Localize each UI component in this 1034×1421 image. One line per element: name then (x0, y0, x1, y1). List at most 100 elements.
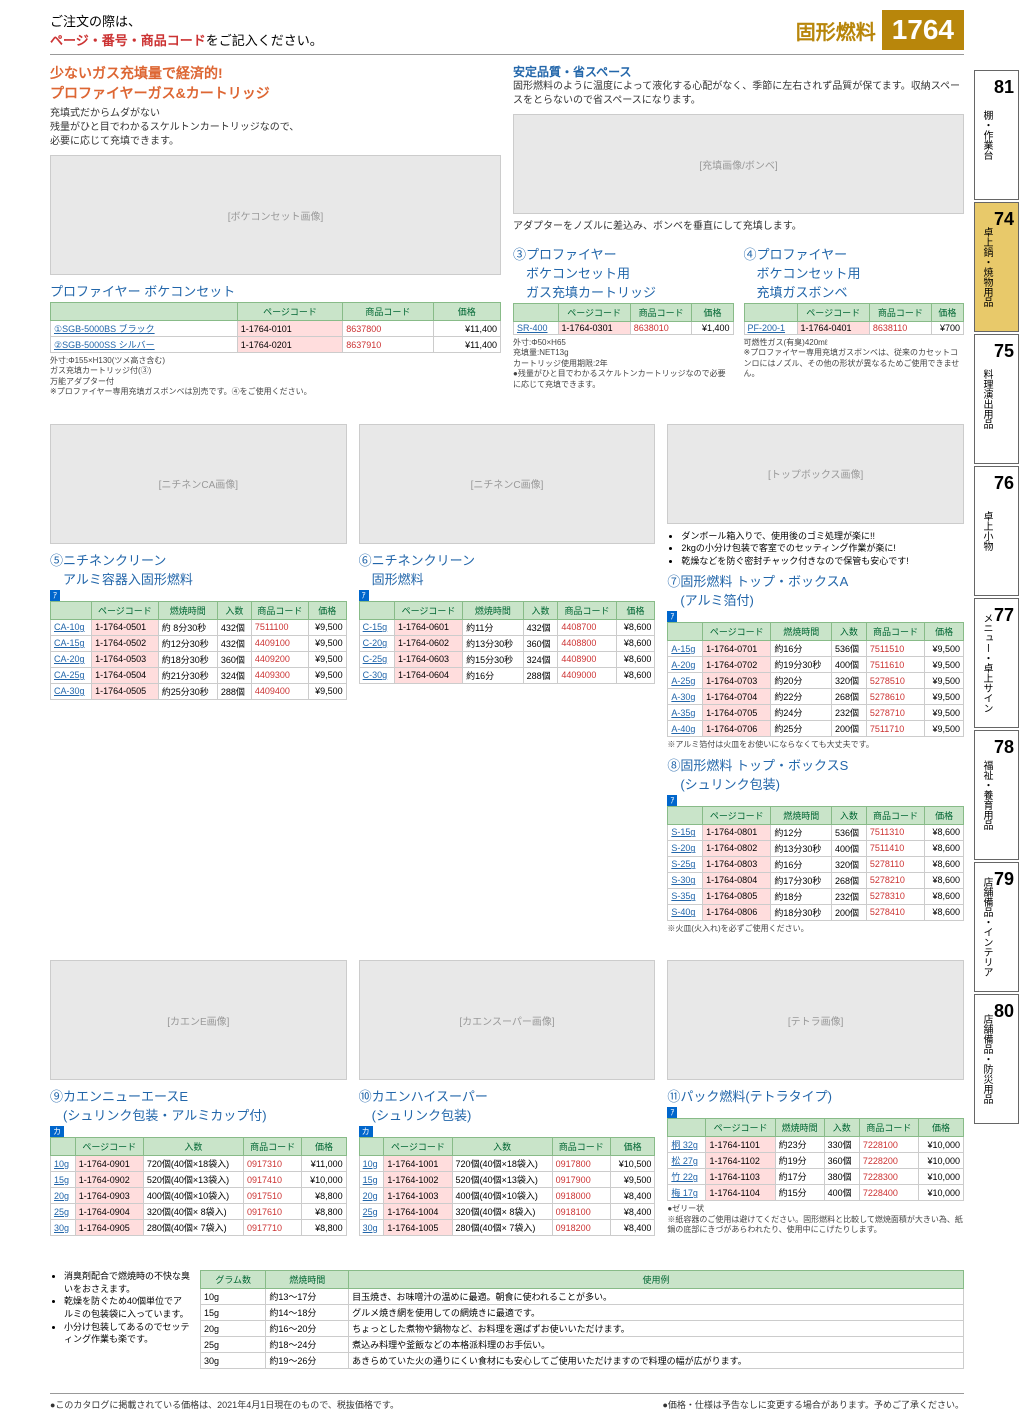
table-row: PF-200-11-1764-04018638110¥700 (744, 322, 964, 335)
table-row: S-20g1-1764-0802約13分30秒400個7511410¥8,600 (668, 840, 964, 856)
bullet-item: 2kgの小分け包装で客室でのセッティング作業が楽に! (681, 542, 964, 555)
table-row: 桐 32g1-1764-1101約23分330個7228100¥10,000 (668, 1137, 964, 1153)
order-note: ご注文の際は、 ページ・番号・商品コードをご記入ください。 (50, 11, 323, 49)
side-tab[interactable]: 75料理演出用品 (974, 334, 1019, 464)
sec7-title: ⑦固形燃料 トップ・ボックスA (アルミ箔付) (667, 571, 964, 609)
product-image: [カエンスーパー画像] (359, 960, 656, 1080)
table-row: SR-4001-1764-03018638010¥1,400 (514, 322, 734, 335)
table-row: 梅 17g1-1764-1104約15分400個7228400¥10,000 (668, 1185, 964, 1201)
table-row: S-40g1-1764-0806約18分30秒200個5278410¥8,600 (668, 904, 964, 920)
section-11: [テトラ画像] ⑪パック燃料(テトラタイプ) ｱ ページコード燃焼時間入数商品コ… (667, 960, 964, 1236)
section-6: [ニチネンC画像] ⑥ニチネンクリーン 固形燃料 ｱ ページコード燃焼時間入数商… (359, 424, 656, 935)
side-tab[interactable]: 78福祉・養育用品 (974, 730, 1019, 860)
table-row: 15g1-1764-0902520個(40個×13袋入)0917410¥10,0… (51, 1172, 347, 1188)
table-row: A-35g1-1764-0705約24分232個5278710¥9,500 (668, 705, 964, 721)
order-text-2: をご記入ください。 (206, 33, 323, 48)
product-image: [ニチネンC画像] (359, 424, 656, 544)
footer: ●このカタログに掲載されている価格は、2021年4月1日現在のもので、税抜価格で… (50, 1393, 964, 1411)
table-row: 25g1-1764-0904320個(40個× 8袋入)0917610¥8,80… (51, 1204, 347, 1220)
sec11-note: ●ゼリー状 ※紙容器のご使用は避けてください。固形燃料と比較して燃焼面積が大きい… (667, 1204, 964, 1235)
table-row: CA-25g1-1764-0504約21分30秒324個4409300¥9,50… (51, 667, 347, 683)
p4-title: ④プロファイヤー ボケコンセット用 充填ガスボンベ (744, 244, 965, 301)
product-image: [カエンE画像] (50, 960, 347, 1080)
table-row: 30g1-1764-0905280個(40個× 7袋入)0917710¥8,80… (51, 1220, 347, 1236)
table-row: 30g約19～26分あきらめていた火の通りにくい食材にも安心してご使用いただけま… (201, 1353, 964, 1369)
table-row: 15g1-1764-1002520個(40個×13袋入)0917900¥9,50… (359, 1172, 655, 1188)
section2-title: 安定品質・省スペース (513, 63, 964, 80)
table-row: 10g約13～17分目玉焼き、お味噌汁の温めに最適。朝食に使われることが多い。 (201, 1289, 964, 1305)
order-text-1: ご注文の際は、 (50, 14, 141, 29)
table-row: 20g約16～20分ちょっとした煮物や鍋物など、お料理を選ばずお使いいただけます… (201, 1321, 964, 1337)
product-image: [充填画像/ボンベ] (513, 114, 964, 214)
side-tab[interactable]: 77メニュー・卓上サイン (974, 598, 1019, 728)
side-tabs: 81棚・作業台74卓上鍋・焼物用品75料理演出用品76卓上小物77メニュー・卓上… (974, 70, 1034, 1126)
page-header: ご注文の際は、 ページ・番号・商品コードをご記入ください。 固形燃料 1764 (50, 10, 964, 55)
table-row: S-30g1-1764-0804約17分30秒268個5278210¥8,600 (668, 872, 964, 888)
p4-note: 可燃性ガス(有臭)420mℓ ※プロファイヤー専用充填ガスボンベは、従来のカセッ… (744, 338, 965, 380)
side-tab[interactable]: 79店舗備品・インテリア (974, 862, 1019, 992)
table-row: CA-30g1-1764-0505約25分30秒288個4409400¥9,50… (51, 683, 347, 699)
p3-title: ③プロファイヤー ボケコンセット用 ガス充填カートリッジ (513, 244, 734, 301)
sec8-note: ※火皿(火入れ)を必ずご使用ください。 (667, 924, 964, 934)
sec10-title: ⑩カエンハイスーパー (シュリンク包装) (359, 1086, 656, 1124)
table-sec7: ページコード燃焼時間入数商品コード価格A-15g1-1764-0701約16分5… (667, 622, 964, 737)
table-row: 竹 22g1-1764-1103約17分380個7228300¥10,000 (668, 1169, 964, 1185)
icon-a: カ (50, 1126, 64, 1137)
section-78: [トップボックス画像] ダンボール箱入りで、使用後のゴミ処理が楽に!!2kgの小… (667, 424, 964, 935)
section-10: [カエンスーパー画像] ⑩カエンハイスーパー (シュリンク包装) カ ページコー… (359, 960, 656, 1236)
product-image: [ボケコンセット画像] (50, 155, 501, 275)
table-row: C-15g1-1764-0601約11分432個4408700¥8,600 (359, 619, 655, 635)
sec7-note: ※アルミ箔付は火皿をお使いにならなくても大丈夫です。 (667, 740, 964, 750)
side-tab[interactable]: 76卓上小物 (974, 466, 1019, 596)
sec5-title: ⑤ニチネンクリーン アルミ容器入固形燃料 (50, 550, 347, 588)
table-row: A-15g1-1764-0701約16分536個7511510¥9,500 (668, 641, 964, 657)
product-image: [トップボックス画像] (667, 424, 964, 524)
table-row: 10g1-1764-1001720個(40個×18袋入)0917800¥10,5… (359, 1156, 655, 1172)
table-row: ②SGB-5000SS シルバー1-1764-02018637910¥11,40… (51, 337, 501, 353)
side-tab[interactable]: 81棚・作業台 (974, 70, 1019, 200)
table-row: A-25g1-1764-0703約20分320個5278510¥9,500 (668, 673, 964, 689)
table-row: S-25g1-1764-0803約16分320個5278110¥8,600 (668, 856, 964, 872)
bullet-item: 乾燥を防ぐため40個単位でアルミの包装袋に入っています。 (64, 1295, 190, 1320)
table-sec10: ページコード入数商品コード価格10g1-1764-1001720個(40個×18… (359, 1137, 656, 1236)
table-row: 30g1-1764-1005280個(40個× 7袋入)0918200¥8,40… (359, 1220, 655, 1236)
category-label: 固形燃料 (796, 16, 876, 45)
bullet-item: 消臭剤配合で燃焼時の不快な臭いをおさえます。 (64, 1270, 190, 1295)
table-row: A-30g1-1764-0704約22分268個5278610¥9,500 (668, 689, 964, 705)
section-5: [ニチネンCA画像] ⑤ニチネンクリーン アルミ容器入固形燃料 ｱ ページコード… (50, 424, 347, 935)
icon-a: ｱ (667, 795, 677, 806)
icon-a: ｱ (50, 590, 60, 601)
table-sec8: ページコード燃焼時間入数商品コード価格S-15g1-1764-0801約12分5… (667, 806, 964, 921)
sec6-title: ⑥ニチネンクリーン 固形燃料 (359, 550, 656, 588)
caption: アダプターをノズルに差込み、ボンベを垂直にして充填します。 (513, 220, 964, 234)
table-usage: グラム数燃焼時間使用例10g約13～17分目玉焼き、お味噌汁の温めに最適。朝食に… (200, 1270, 964, 1369)
table-sec5: ページコード燃焼時間入数商品コード価格CA-10g1-1764-0501約 8分… (50, 601, 347, 700)
side-tab[interactable]: 74卓上鍋・焼物用品 (974, 202, 1019, 332)
product-image: [テトラ画像] (667, 960, 964, 1080)
table-row: 15g約14～18分グルメ焼き網を使用しての網焼きに最適です。 (201, 1305, 964, 1321)
icon-a: ｱ (667, 611, 677, 622)
table-row: 10g1-1764-0901720個(40個×18袋入)0917310¥11,0… (51, 1156, 347, 1172)
section-desc: 充填式だからムダがない 残量がひと目でわかるスケルトンカートリッジなので、 必要… (50, 107, 501, 149)
table-row: S-15g1-1764-0801約12分536個7511310¥8,600 (668, 824, 964, 840)
table-row: 25g約18～24分煮込み料理や釜飯などの本格派料理のお手伝い。 (201, 1337, 964, 1353)
table-p3: ページコード商品コード価格SR-4001-1764-03018638010¥1,… (513, 303, 734, 335)
table-row: CA-20g1-1764-0503約18分30秒360個4409200¥9,50… (51, 651, 347, 667)
bullet-item: 乾燥などを防ぐ密封チャック付きなので保管も安心です! (681, 555, 964, 568)
footer-right: ●価格・仕様は予告なしに変更する場合があります。予めご了承ください。 (662, 1398, 964, 1411)
table-row: C-25g1-1764-0603約15分30秒324個4408900¥8,600 (359, 651, 655, 667)
page-number: 1764 (882, 10, 964, 50)
product-title: プロファイヤー ボケコンセット (50, 281, 501, 300)
table-row: C-20g1-1764-0602約13分30秒360個4408800¥8,600 (359, 635, 655, 651)
section-profire-set: 少ないガス充填量で経済的!プロファイヤーガス&カートリッジ 充填式だからムダがな… (50, 63, 501, 398)
sec8-title: ⑧固形燃料 トップ・ボックスS (シュリンク包装) (667, 755, 964, 793)
product-image: [ニチネンCA画像] (50, 424, 347, 544)
p3-note: 外寸:Φ50×H65 充填量:NET13g カートリッジ使用期限:2年 ●残量が… (513, 338, 734, 390)
table-row: C-30g1-1764-0604約16分288個4409000¥8,600 (359, 667, 655, 683)
table-row: A-20g1-1764-0702約19分30秒400個7511610¥9,500 (668, 657, 964, 673)
section-9: [カエンE画像] ⑨カエンニューエースE (シュリンク包装・アルミカップ付) カ… (50, 960, 347, 1236)
side-tab[interactable]: 80店舗備品・防災用品 (974, 994, 1019, 1124)
table-row: S-35g1-1764-0805約18分232個5278310¥8,600 (668, 888, 964, 904)
sec11-title: ⑪パック燃料(テトラタイプ) (667, 1086, 964, 1105)
table-p4: ページコード商品コード価格PF-200-11-1764-04018638110¥… (744, 303, 965, 335)
